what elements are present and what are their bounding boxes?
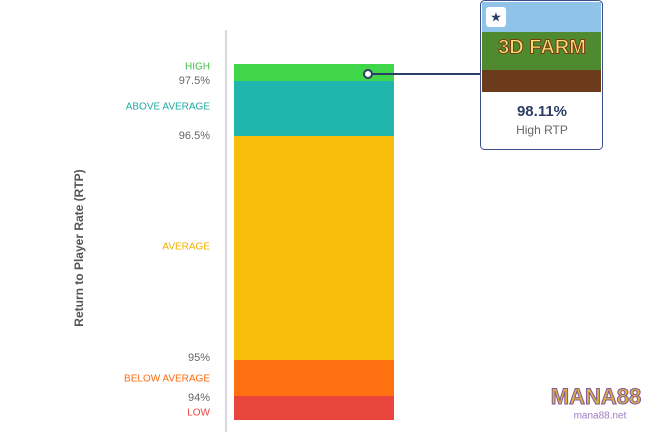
band-below-average <box>234 360 394 396</box>
tick-label: 94% <box>188 392 210 404</box>
tick-label: 95% <box>188 352 210 364</box>
band-above-average <box>234 81 394 136</box>
watermark-site: mana88.net <box>574 411 627 422</box>
band-label: AVERAGE <box>162 242 210 253</box>
game-card[interactable]: 3D FARM ★ 98.11% High RTP <box>480 0 603 150</box>
card-value: 98.11% <box>517 103 567 120</box>
tick-label: 96.5% <box>179 130 210 142</box>
axis-label: Return to Player Rate (RTP) <box>72 169 86 326</box>
favorite-button[interactable] <box>486 7 506 27</box>
tick-label: 97.5% <box>179 75 210 87</box>
band-label: HIGH <box>185 62 210 73</box>
card-caption: High RTP <box>516 123 568 137</box>
band-label: ABOVE AVERAGE <box>126 102 211 113</box>
marker-dot <box>363 69 373 79</box>
image-ground <box>482 70 601 92</box>
band-label: BELOW AVERAGE <box>124 374 210 385</box>
band-high <box>234 64 394 81</box>
band-label: LOW <box>187 408 210 419</box>
star-icon: ★ <box>490 9 502 24</box>
image-title: 3D FARM <box>498 36 586 58</box>
band-average <box>234 136 394 360</box>
band-low <box>234 396 394 420</box>
watermark-logo: MANA88 <box>551 384 641 409</box>
